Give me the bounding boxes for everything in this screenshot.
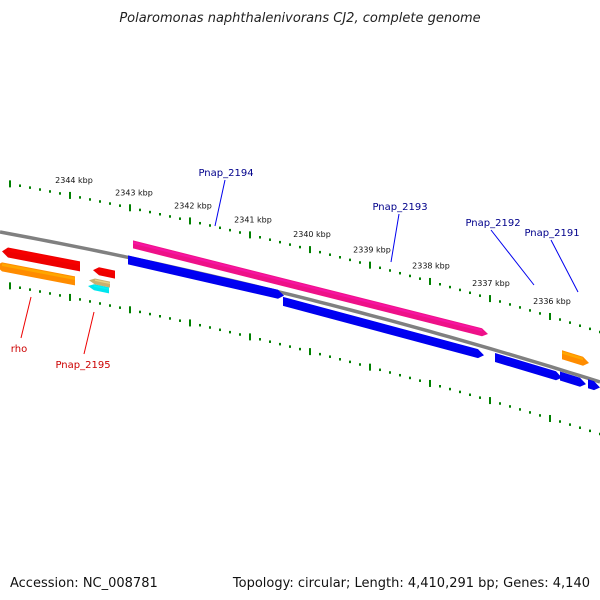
gene-red-small[interactable] (93, 267, 115, 279)
accession-text: Accession: NC_008781 (10, 576, 158, 591)
gene-label[interactable]: Pnap_2193 (372, 202, 427, 213)
genome-title: Polaromonas naphthalenivorans CJ2, compl… (119, 11, 480, 26)
backbone-line (0, 230, 600, 384)
gene-label[interactable]: Pnap_2191 (524, 228, 579, 239)
gene-orange-right[interactable] (562, 350, 589, 366)
gene-leader-line (490, 229, 535, 286)
gene-pnap-2193[interactable] (283, 296, 484, 359)
tick-marks: 2344 kbp 2343 kbp 2342 kbp 2341 kbp 2340 kbp… (9, 176, 600, 436)
gene-label[interactable]: Pnap_2195 (55, 360, 110, 371)
gene-partial-right[interactable] (588, 379, 600, 391)
gene-leader-line (83, 311, 95, 355)
gene-pnap-2192[interactable] (495, 353, 562, 381)
gene-leader-line (390, 213, 400, 263)
gene-label[interactable]: Pnap_2192 (465, 218, 520, 229)
gene-pnap-2195[interactable] (88, 284, 109, 294)
gene-red-left[interactable] (2, 247, 80, 272)
gene-pnap-2193-left[interactable] (128, 255, 284, 299)
tick-label: 2342 kbp (174, 202, 212, 211)
tick-label: 2341 kbp (234, 216, 272, 225)
tick-label: 2338 kbp (412, 262, 450, 271)
gene-pnap-2191[interactable] (560, 371, 586, 387)
topology-summary-text: Topology: circular; Length: 4,410,291 bp… (232, 576, 590, 591)
tick-label: 2337 kbp (472, 279, 510, 288)
gene-leader-line (20, 296, 32, 339)
gene-features (0, 240, 600, 391)
gene-tan-small[interactable] (89, 278, 110, 288)
gene-label[interactable]: rho (11, 344, 27, 355)
tick-label: 2336 kbp (533, 297, 571, 306)
gene-label[interactable]: Pnap_2194 (198, 168, 253, 179)
genome-backbone (0, 230, 600, 384)
tick-label: 2340 kbp (293, 230, 331, 239)
tick-label: 2339 kbp (353, 246, 391, 255)
tick-label: 2344 kbp (55, 176, 93, 185)
gene-leader-line (550, 239, 579, 293)
tick-label: 2343 kbp (115, 189, 153, 198)
gene-pnap-2194[interactable] (133, 240, 488, 337)
gene-rho[interactable] (0, 262, 75, 286)
gene-leader-line (214, 179, 226, 227)
